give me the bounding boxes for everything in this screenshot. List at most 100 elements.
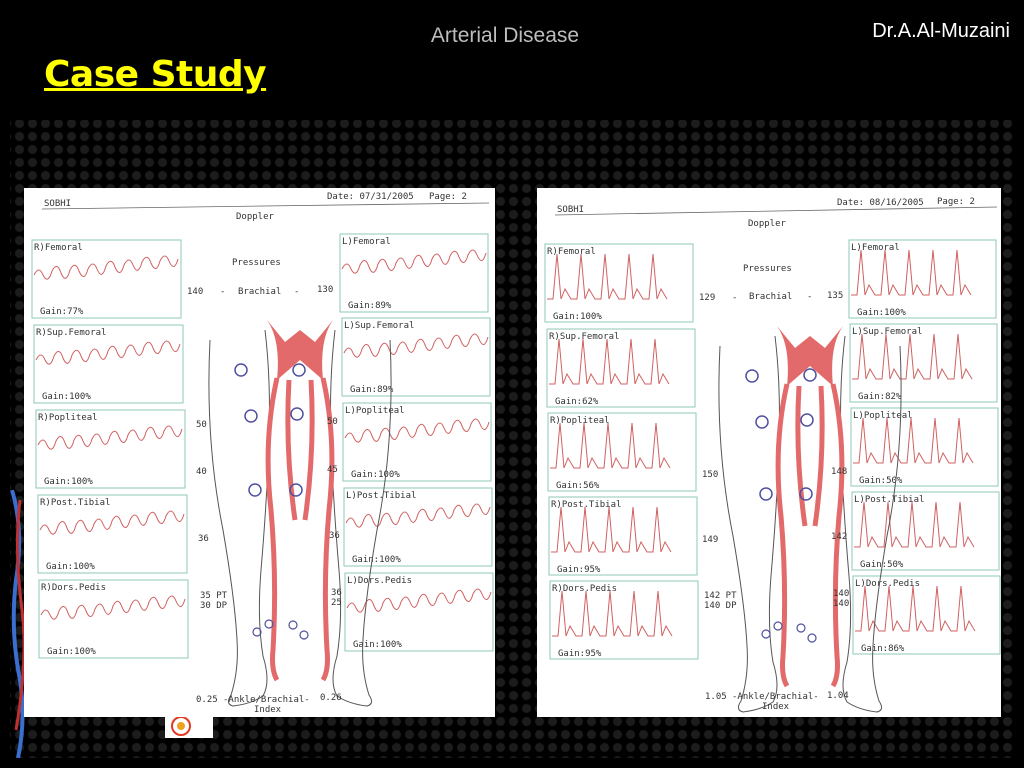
- ankle-pressure-pt: 35 PT: [200, 591, 228, 601]
- brachial-dash: -: [220, 287, 225, 297]
- panel-gain: Gain:86%: [861, 644, 905, 654]
- sup-femoral-marker-right: [755, 415, 769, 429]
- pressure-value: 40: [196, 467, 207, 477]
- femoral-marker-right: [234, 363, 248, 377]
- ankle-pressure-dp: 25: [331, 598, 342, 608]
- doppler-report-1: SOBHI Date: 07/31/2005 Page: 2 Doppler P…: [24, 188, 495, 717]
- panel-label: L)Dors.Pedis: [855, 579, 920, 589]
- pressure-value: 45: [327, 465, 338, 475]
- popliteal-marker-left: [289, 483, 303, 497]
- doppler-report-2: SOBHI Date: 08/16/2005 Page: 2 Doppler P…: [537, 188, 1001, 717]
- panel-label: R)Femoral: [34, 243, 83, 253]
- report-page: Page: 2: [937, 197, 975, 207]
- anatomy-figure-fragment: [10, 490, 26, 758]
- femoral-marker-left: [803, 368, 817, 382]
- ankle-pressure-dp: 140 DP: [704, 601, 737, 611]
- panel-label: L)Femoral: [851, 243, 900, 253]
- patient-name: SOBHI: [557, 205, 584, 215]
- patient-name: SOBHI: [44, 199, 71, 209]
- panel-gain: Gain:100%: [857, 308, 906, 318]
- panel-label: R)Sup.Femoral: [36, 328, 106, 338]
- report-page: Page: 2: [429, 192, 467, 202]
- segmental-pressures-right: 50 40 36 35 PT 30 DP: [196, 420, 228, 611]
- report-date: Date: 07/31/2005: [327, 192, 414, 202]
- panel-label: R)Popliteal: [550, 416, 610, 426]
- ankle-pressure-dp: 30 DP: [200, 601, 228, 611]
- test-name: Doppler: [236, 212, 275, 222]
- abi-index-label: Index: [254, 705, 282, 715]
- logo-icon: [171, 716, 191, 736]
- test-name: Doppler: [748, 219, 787, 229]
- brachial-dash: -: [294, 287, 299, 297]
- pressures-label: Pressures: [232, 258, 281, 268]
- panel-gain: Gain:100%: [353, 640, 402, 650]
- abi-label: -Ankle/Brachial-: [223, 695, 310, 705]
- slide-topic: Arterial Disease: [430, 24, 580, 47]
- segmental-pressures-left: 50 45 36 36 25: [327, 417, 342, 608]
- ankle-pressure-pt: 142 PT: [704, 591, 737, 601]
- brachial-dash: -: [807, 292, 812, 302]
- panel-gain: Gain:100%: [42, 392, 91, 402]
- pressure-value: 50: [196, 420, 207, 430]
- panel-label: R)Femoral: [547, 247, 596, 257]
- panel-label: L)Post.Tibial: [346, 491, 416, 501]
- abi-left: 0.26: [320, 693, 342, 703]
- panel-gain: Gain:62%: [555, 397, 599, 407]
- panel-gain: Gain:100%: [553, 312, 602, 322]
- ankle-pressure-dp: 140: [833, 599, 849, 609]
- pressure-value: 149: [702, 535, 718, 545]
- abi-label: -Ankle/Brachial-: [732, 692, 819, 702]
- panel-label: R)Popliteal: [38, 413, 98, 423]
- brachial-right: 140: [187, 287, 203, 297]
- brachial-left: 135: [827, 291, 843, 301]
- right-waveform-panels: R)Femoral Gain:100% R)Sup.Femoral Gain:6…: [544, 243, 699, 660]
- panel-gain: Gain:82%: [858, 392, 902, 402]
- panel-gain: Gain:95%: [558, 649, 602, 659]
- sup-femoral-marker-left: [290, 407, 304, 421]
- pressure-value: 50: [327, 417, 338, 427]
- panel-gain: Gain:95%: [557, 565, 601, 575]
- legs-artery-diagram: [208, 320, 392, 707]
- ankle-pressure-pt: 140: [833, 589, 849, 599]
- brachial-dash: -: [732, 293, 737, 303]
- abi-right: 0.25: [196, 695, 218, 705]
- panel-label: L)Post.Tibial: [854, 495, 924, 505]
- panel-label: L)Popliteal: [853, 411, 913, 421]
- panel-label: L)Femoral: [342, 237, 391, 247]
- panel-gain: Gain:89%: [348, 301, 392, 311]
- brachial-label: Brachial: [238, 287, 281, 297]
- panel-label: R)Dors.Pedis: [552, 584, 617, 594]
- slide-title: Case Study: [44, 54, 267, 95]
- left-waveform-panels: L)Femoral Gain:100% L)Sup.Femoral Gain:8…: [848, 239, 1001, 655]
- panel-gain: Gain:100%: [352, 555, 401, 565]
- pressure-value: 36: [329, 531, 340, 541]
- panel-gain: Gain:77%: [40, 307, 84, 317]
- femoral-marker-right: [745, 369, 759, 383]
- panel-label: R)Post.Tibial: [40, 498, 110, 508]
- panel-label: L)Popliteal: [345, 406, 405, 416]
- segmental-pressures-right: 150 149 142 PT 140 DP: [702, 470, 737, 611]
- report-date: Date: 08/16/2005: [837, 198, 924, 208]
- popliteal-marker-right: [759, 487, 773, 501]
- panel-gain: Gain:89%: [350, 385, 394, 395]
- pressure-value: 142: [831, 532, 847, 542]
- brachial-left: 130: [317, 285, 333, 295]
- panel-gain: Gain:56%: [556, 481, 600, 491]
- panel-label: R)Sup.Femoral: [549, 332, 619, 342]
- ankle-pressure-pt: 36: [331, 588, 342, 598]
- panel-gain: Gain:100%: [351, 470, 400, 480]
- pressure-value: 150: [702, 470, 718, 480]
- abi-right: 1.05: [705, 692, 727, 702]
- panel-label: L)Sup.Femoral: [344, 321, 414, 331]
- segmental-pressures-left: 148 142 140 140: [831, 467, 849, 609]
- abi-left: 1.04: [827, 691, 849, 701]
- panel-label: R)Dors.Pedis: [41, 583, 106, 593]
- sup-femoral-marker-left: [800, 413, 814, 427]
- popliteal-marker-left: [799, 487, 813, 501]
- panel-label: L)Dors.Pedis: [347, 576, 412, 586]
- right-waveform-panels: R)Femoral Gain:77% R)Sup.Femoral Gain:10…: [31, 239, 189, 659]
- panel-label: R)Post.Tibial: [551, 500, 621, 510]
- pressures-label: Pressures: [743, 264, 792, 274]
- brachial-label: Brachial: [749, 292, 792, 302]
- abi-index-label: Index: [762, 702, 790, 712]
